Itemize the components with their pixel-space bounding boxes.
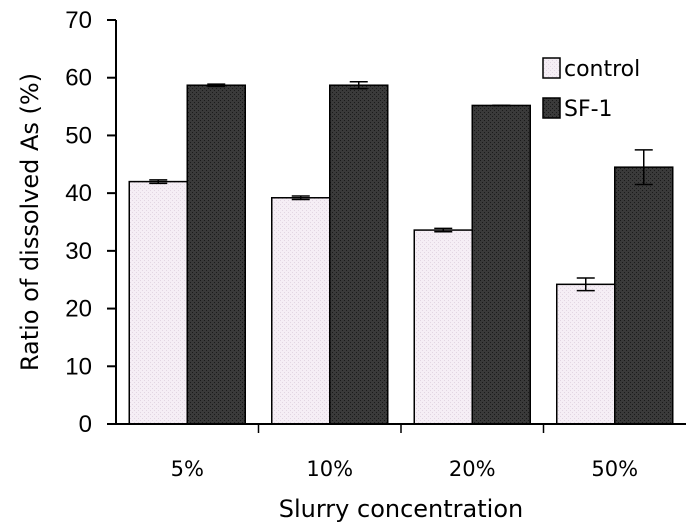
bar-control-2 <box>413 229 473 425</box>
legend-label-control: control <box>564 57 640 82</box>
bar-control-3 <box>556 283 616 425</box>
error-bar <box>634 149 653 186</box>
y-tick-label: 70 <box>65 7 92 34</box>
x-axis-ticks: 5% 10% 20% 50% <box>171 424 638 481</box>
bars <box>128 84 674 425</box>
bar-control-1 <box>271 197 331 425</box>
legend: control SF-1 <box>542 57 640 122</box>
y-axis-ticks: 0 10 20 30 40 50 60 70 <box>65 7 116 438</box>
bar-sf1-1 <box>329 84 389 425</box>
x-axis-title: Slurry concentration <box>279 495 523 523</box>
error-bar <box>434 227 453 233</box>
y-tick-label: 30 <box>65 238 92 265</box>
y-tick-label: 0 <box>79 411 92 438</box>
x-tick-label: 5% <box>171 457 204 481</box>
error-bars <box>149 81 653 292</box>
x-tick-label: 50% <box>591 457 638 481</box>
legend-label-sf1: SF-1 <box>564 97 613 122</box>
y-tick-label: 20 <box>65 296 92 323</box>
y-axis-title: Ratio of dissolved As (%) <box>16 73 44 371</box>
y-tick-label: 40 <box>65 180 92 207</box>
bar-control-0 <box>128 180 188 425</box>
y-tick-label: 60 <box>65 65 92 92</box>
error-bar <box>149 179 168 185</box>
bar-sf1-3 <box>614 166 674 425</box>
error-bar <box>576 277 595 292</box>
legend-swatch-sf1 <box>542 97 561 119</box>
error-bar <box>207 83 226 88</box>
bar-sf1-2 <box>471 104 531 425</box>
x-tick-label: 10% <box>306 457 353 481</box>
x-tick-label: 20% <box>449 457 496 481</box>
bar-sf1-0 <box>186 84 246 425</box>
y-tick-label: 50 <box>65 122 92 149</box>
error-bar <box>291 195 310 201</box>
y-tick-label: 10 <box>65 353 92 380</box>
error-bar <box>349 81 368 90</box>
legend-swatch-control <box>542 57 561 79</box>
